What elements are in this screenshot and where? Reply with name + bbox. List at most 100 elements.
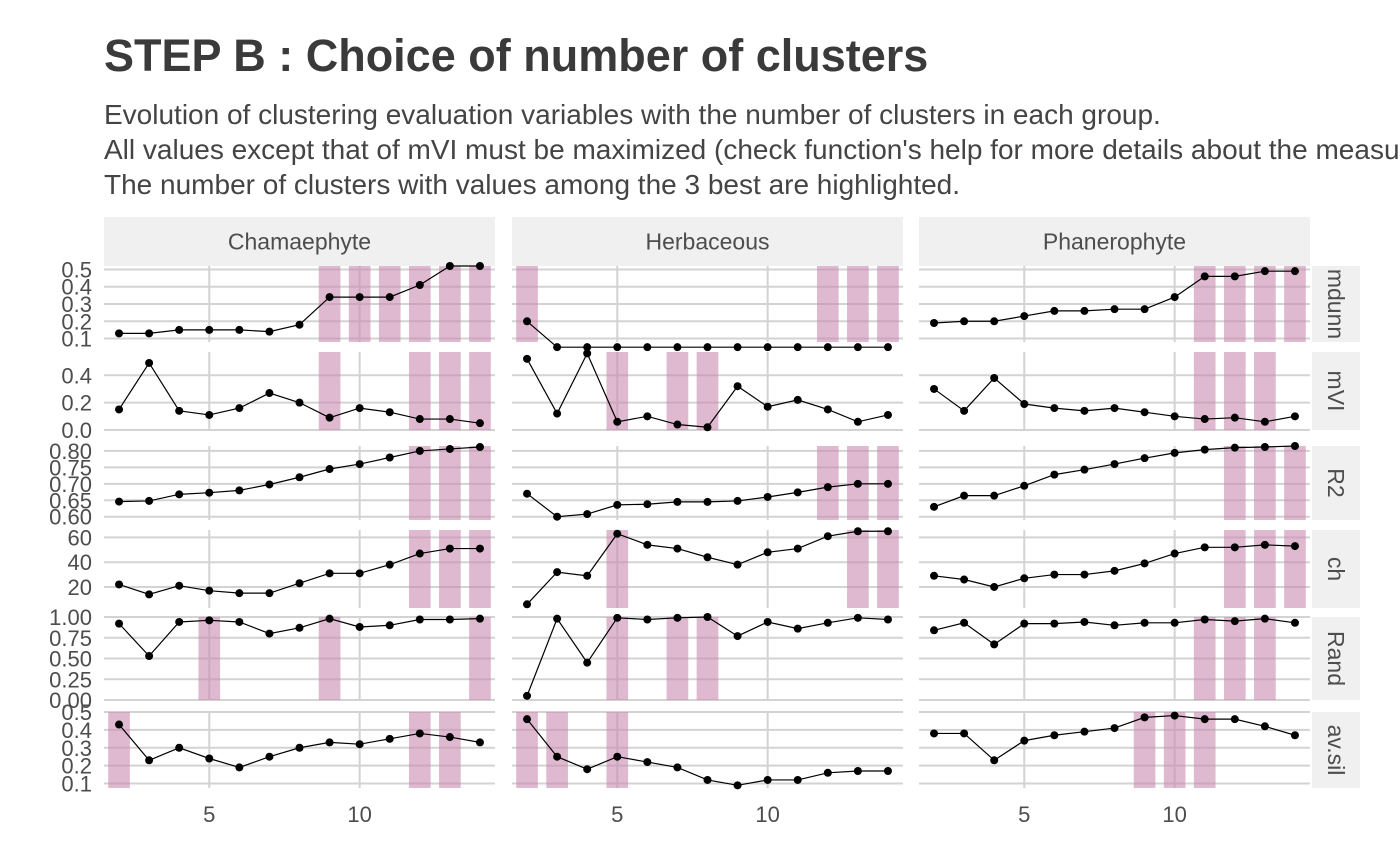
highlight-band xyxy=(1284,446,1306,520)
y-tick-label: 0.75 xyxy=(49,626,92,651)
data-point xyxy=(1080,465,1089,474)
highlight-band xyxy=(696,352,719,430)
data-point xyxy=(673,763,682,772)
highlight-band xyxy=(408,712,431,788)
y-tick-label: 0.65 xyxy=(49,488,92,513)
data-point xyxy=(1290,412,1299,421)
panel-Rand-phanerophyte xyxy=(919,614,1310,701)
data-point xyxy=(415,446,424,455)
data-point xyxy=(823,405,832,414)
data-point xyxy=(1170,711,1179,720)
data-point xyxy=(763,402,772,411)
highlight-band xyxy=(318,266,341,342)
data-point xyxy=(1200,615,1209,624)
data-point xyxy=(475,419,484,428)
data-point xyxy=(175,490,184,499)
data-point xyxy=(265,389,274,398)
row-label: R2 xyxy=(1323,468,1349,497)
data-point xyxy=(553,512,562,521)
panel-Rand-chamaephyte xyxy=(104,614,495,701)
x-tick-label: 5 xyxy=(1018,802,1030,827)
data-point xyxy=(145,756,154,765)
data-point xyxy=(445,733,454,742)
data-point xyxy=(265,589,274,598)
x-tick-label: 10 xyxy=(755,802,779,827)
data-point xyxy=(930,571,939,580)
data-point xyxy=(930,626,939,635)
highlight-band xyxy=(1193,617,1216,700)
data-point xyxy=(853,479,862,488)
data-point xyxy=(145,590,154,599)
panel-av-sil-phanerophyte xyxy=(919,711,1310,788)
y-tick-label: 0.0 xyxy=(61,418,92,443)
chart-title: STEP B : Choice of number of clusters xyxy=(104,30,929,81)
y-tick-label: 0.1 xyxy=(61,772,92,797)
highlight-band xyxy=(439,352,461,430)
data-point xyxy=(1140,559,1149,568)
data-point xyxy=(1080,406,1089,415)
data-point xyxy=(643,540,652,549)
y-tick-label: 0.2 xyxy=(61,391,92,416)
data-point xyxy=(793,488,802,497)
highlight-band xyxy=(439,712,461,788)
data-point xyxy=(1170,412,1179,421)
data-point xyxy=(733,496,742,505)
data-point xyxy=(883,410,892,419)
data-point xyxy=(930,729,939,738)
x-tick-label: 5 xyxy=(611,802,623,827)
panel-mVI-phanerophyte xyxy=(919,352,1310,431)
data-point xyxy=(733,382,742,391)
row-strip-ch xyxy=(1312,530,1360,608)
data-point xyxy=(1170,549,1179,558)
y-tick-label: 60 xyxy=(68,525,92,550)
data-point xyxy=(583,343,592,352)
data-point xyxy=(385,560,394,569)
highlight-band xyxy=(606,530,629,608)
data-point xyxy=(1020,312,1029,321)
y-tick-label: 0.2 xyxy=(61,754,92,779)
data-point xyxy=(1020,736,1029,745)
data-point xyxy=(1080,570,1089,579)
highlight-band xyxy=(546,712,568,788)
data-point xyxy=(853,613,862,622)
data-point xyxy=(235,325,244,334)
highlight-band xyxy=(408,530,431,608)
panel-R2-phanerophyte xyxy=(919,442,1310,520)
x-tick-label: 10 xyxy=(1162,802,1186,827)
data-point xyxy=(793,775,802,784)
data-point xyxy=(235,404,244,413)
data-point xyxy=(265,752,274,761)
row-strip-Rand xyxy=(1312,617,1360,700)
data-point xyxy=(355,622,364,631)
data-point xyxy=(325,614,334,623)
data-point xyxy=(415,281,424,289)
panel-av-sil-chamaephyte xyxy=(104,711,495,788)
highlight-band xyxy=(439,446,461,520)
highlight-band xyxy=(516,266,538,342)
data-point xyxy=(1140,618,1149,627)
data-point xyxy=(883,615,892,624)
data-point xyxy=(1200,415,1209,424)
data-point xyxy=(355,293,364,302)
data-point xyxy=(475,262,484,270)
highlight-band xyxy=(847,266,869,342)
data-point xyxy=(475,442,484,451)
data-point xyxy=(265,480,274,489)
data-point xyxy=(553,343,562,352)
y-tick-label: 0.3 xyxy=(61,292,92,317)
subtitle-line-2: All values except that of mVI must be ma… xyxy=(104,134,1400,165)
data-point xyxy=(385,621,394,630)
data-point xyxy=(583,510,592,519)
data-point xyxy=(883,527,892,536)
data-point xyxy=(265,629,274,638)
data-point xyxy=(355,404,364,413)
data-point xyxy=(1050,404,1059,413)
data-point xyxy=(1140,713,1149,722)
y-tick-label: 0.1 xyxy=(61,327,92,352)
data-point xyxy=(1080,617,1089,626)
row-label: av.sil xyxy=(1323,725,1349,776)
data-point xyxy=(295,623,304,632)
data-point xyxy=(355,740,364,749)
data-point xyxy=(553,614,562,623)
data-point xyxy=(733,632,742,641)
